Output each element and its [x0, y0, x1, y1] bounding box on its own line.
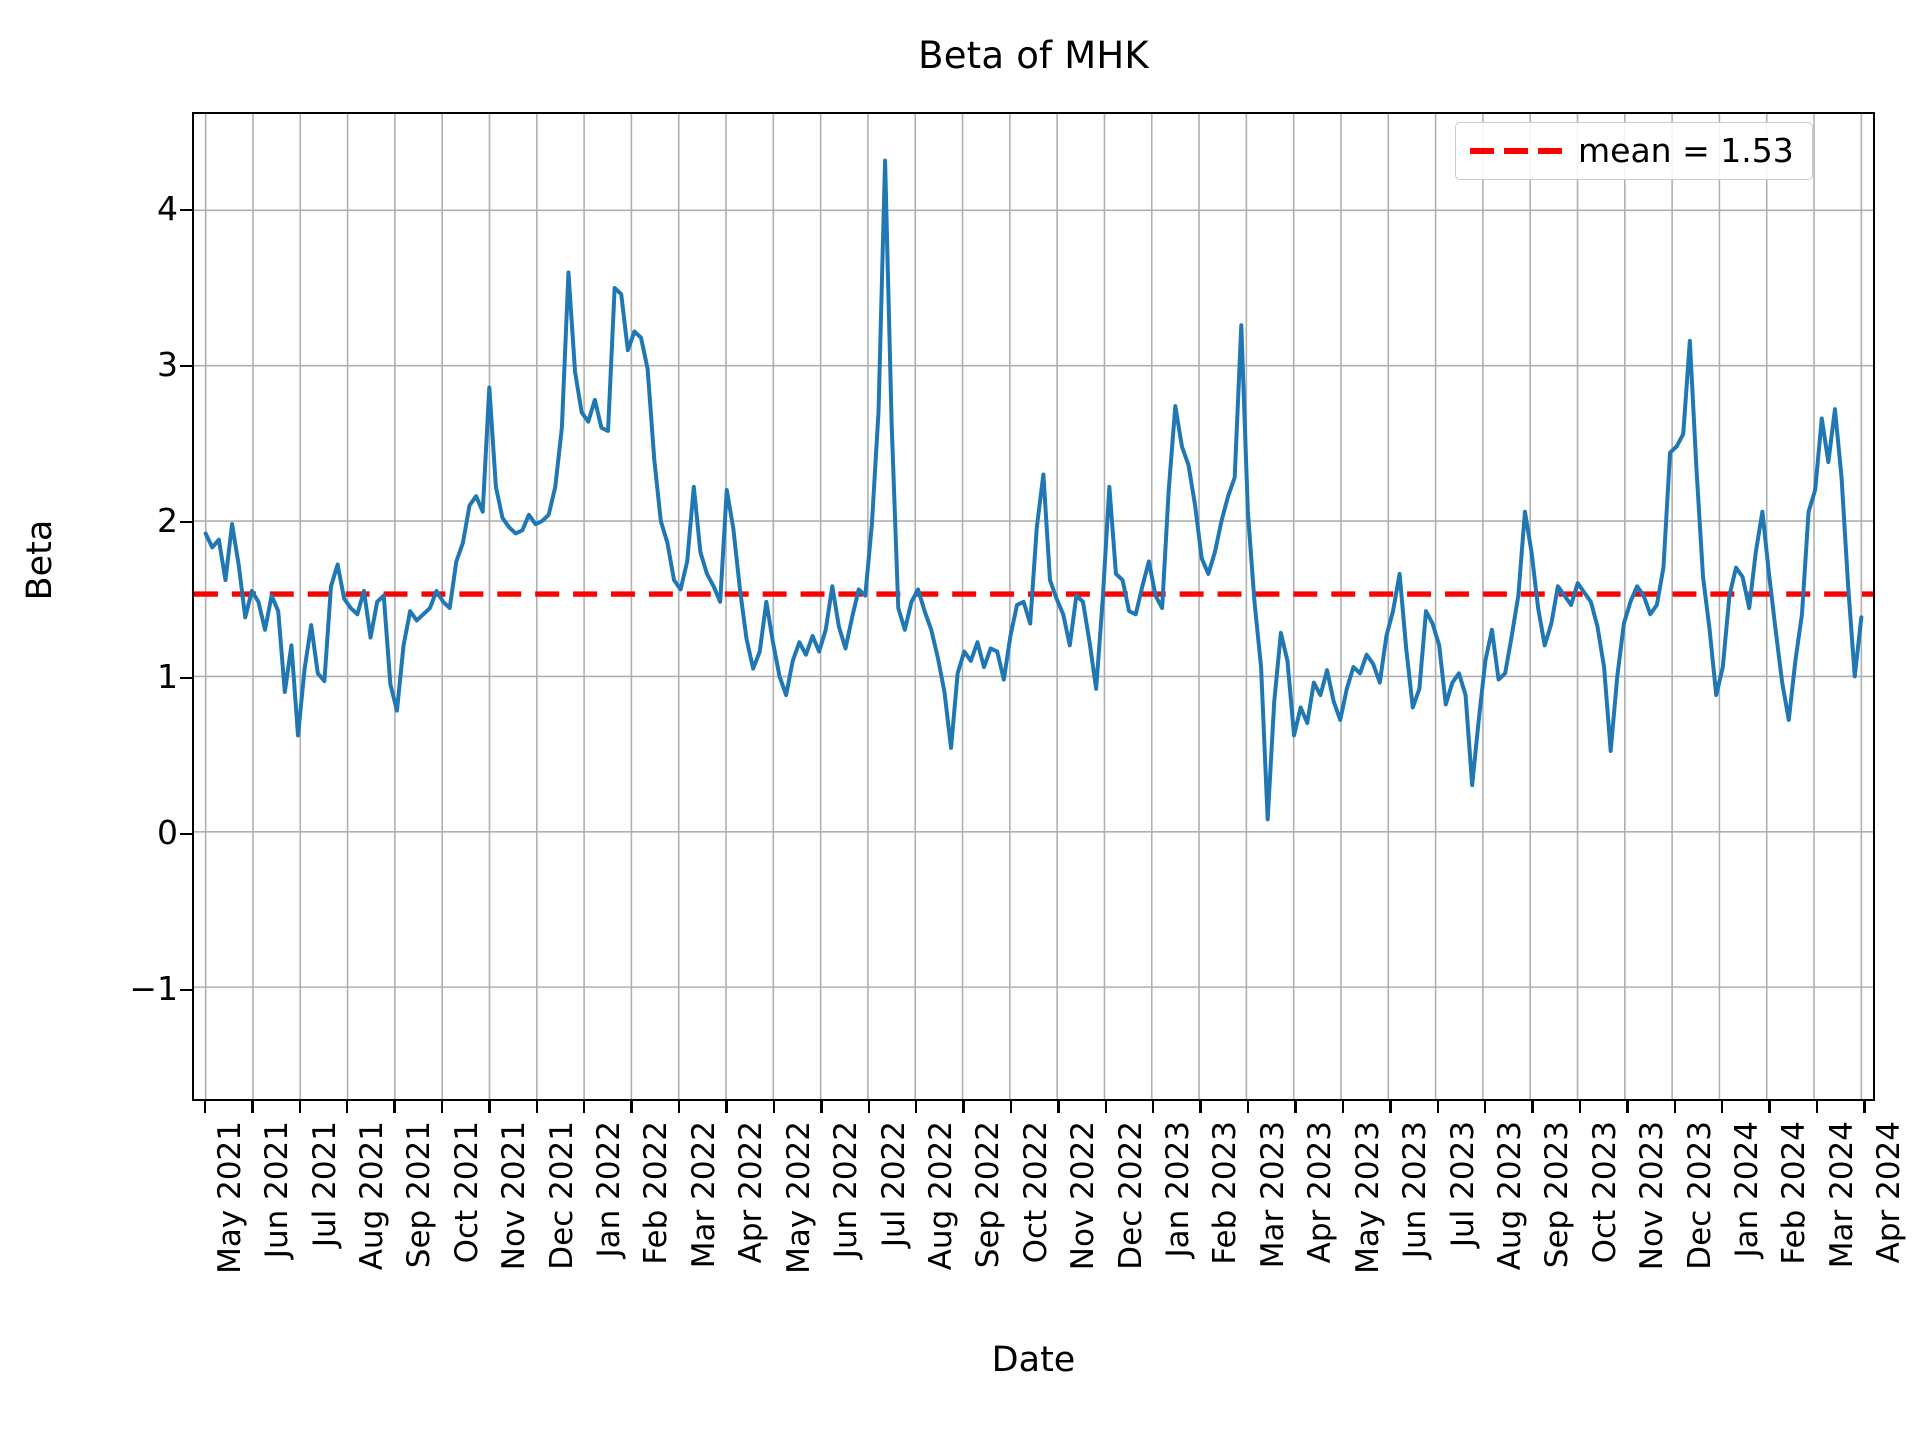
- y-tick-label: 0: [157, 812, 178, 852]
- plot-area: [192, 112, 1875, 1101]
- x-tick-mark: [1389, 1101, 1392, 1113]
- x-tick-mark: [1626, 1101, 1629, 1113]
- x-tick-label: Oct 2021: [448, 1121, 485, 1264]
- legend: mean = 1.53: [1455, 122, 1813, 180]
- x-tick-mark: [1768, 1101, 1771, 1113]
- x-tick-mark: [962, 1101, 965, 1113]
- x-tick-label: Aug 2023: [1491, 1121, 1528, 1271]
- x-tick-mark: [820, 1101, 823, 1113]
- x-tick-mark: [914, 1101, 918, 1113]
- x-tick-label: Nov 2023: [1634, 1121, 1671, 1271]
- x-axis-tick-labels: May 2021 Jun 2021 Jul 2021 Aug 2021 Sep 2021…: [192, 1121, 1908, 1331]
- x-tick-label: Sep 2021: [401, 1121, 438, 1269]
- x-tick-label: Jun 2021: [259, 1121, 296, 1259]
- x-tick-label: Jul 2021: [306, 1121, 343, 1248]
- x-tick-mark: [1721, 1101, 1724, 1113]
- x-tick-mark: [1341, 1101, 1345, 1113]
- x-tick-label: Dec 2023: [1681, 1121, 1718, 1270]
- x-tick-mark: [345, 1101, 349, 1113]
- x-tick-mark: [1578, 1101, 1582, 1113]
- x-tick-mark: [1294, 1101, 1297, 1113]
- x-tick-label: Apr 2022: [733, 1121, 770, 1264]
- x-tick-label: Jan 2023: [1160, 1121, 1197, 1258]
- x-tick-mark: [488, 1101, 491, 1113]
- y-tick-label: 1: [157, 656, 178, 696]
- y-tick-label: 2: [157, 500, 178, 540]
- x-tick-mark: [1815, 1101, 1819, 1113]
- x-tick-label: Jan 2022: [591, 1121, 628, 1258]
- x-tick-mark: [440, 1101, 444, 1113]
- x-tick-mark: [630, 1101, 633, 1113]
- x-tick-mark: [1057, 1101, 1060, 1113]
- x-axis-label: Date: [991, 1340, 1076, 1380]
- x-tick-mark: [251, 1101, 254, 1113]
- y-tick-mark: [180, 832, 192, 836]
- x-tick-label: May 2023: [1349, 1121, 1386, 1274]
- x-tick-label: Jul 2023: [1444, 1121, 1481, 1248]
- x-tick-label: Dec 2022: [1112, 1121, 1149, 1270]
- y-tick-label: 3: [157, 344, 178, 384]
- legend-item-label: mean = 1.53: [1578, 131, 1794, 170]
- x-tick-label: Apr 2023: [1302, 1121, 1339, 1264]
- x-tick-mark: [1436, 1101, 1439, 1113]
- x-tick-mark: [1009, 1101, 1013, 1113]
- x-tick-mark: [772, 1101, 776, 1113]
- x-tick-label: Oct 2023: [1586, 1121, 1623, 1264]
- x-axis-tick-marks: [192, 1101, 1875, 1115]
- x-tick-mark: [298, 1101, 301, 1113]
- x-tick-mark: [1863, 1101, 1866, 1113]
- x-tick-label: May 2021: [211, 1121, 248, 1274]
- y-tick-label: −1: [129, 968, 178, 1008]
- x-tick-label: Feb 2022: [638, 1121, 675, 1265]
- x-tick-label: Oct 2022: [1017, 1121, 1054, 1264]
- x-tick-label: Aug 2021: [353, 1121, 390, 1271]
- x-tick-label: May 2022: [780, 1121, 817, 1274]
- x-tick-mark: [725, 1101, 728, 1113]
- x-tick-label: Jan 2024: [1729, 1121, 1766, 1258]
- x-tick-mark: [1152, 1101, 1155, 1113]
- x-tick-mark: [203, 1101, 207, 1113]
- x-tick-label: Jun 2022: [828, 1121, 865, 1259]
- x-tick-label: Sep 2022: [970, 1121, 1007, 1269]
- x-tick-label: Jul 2022: [875, 1121, 912, 1248]
- x-tick-label: Nov 2022: [1065, 1121, 1102, 1271]
- x-tick-label: Aug 2022: [922, 1121, 959, 1271]
- x-tick-label: Nov 2021: [496, 1121, 533, 1271]
- x-tick-mark: [1673, 1101, 1677, 1113]
- page-title: Beta of MHK: [918, 34, 1149, 77]
- x-tick-mark: [1104, 1101, 1108, 1113]
- plot-svg: [194, 114, 1873, 1099]
- x-tick-label: Mar 2022: [685, 1121, 722, 1269]
- x-tick-mark: [677, 1101, 681, 1113]
- x-tick-mark: [1246, 1101, 1250, 1113]
- x-tick-mark: [867, 1101, 870, 1113]
- beta-series-line: [203, 158, 1864, 822]
- y-tick-label: 4: [157, 188, 178, 228]
- y-axis-tick-marks: [0, 112, 192, 1101]
- x-tick-label: Sep 2023: [1539, 1121, 1576, 1269]
- x-tick-mark: [1531, 1101, 1534, 1113]
- x-tick-mark: [535, 1101, 538, 1113]
- x-tick-label: Apr 2024: [1871, 1121, 1908, 1264]
- y-tick-mark: [180, 520, 192, 524]
- x-tick-label: Mar 2023: [1254, 1121, 1291, 1269]
- y-tick-mark: [180, 988, 192, 992]
- y-tick-mark: [180, 208, 192, 212]
- x-tick-mark: [393, 1101, 396, 1113]
- x-tick-label: Mar 2024: [1823, 1121, 1860, 1269]
- grid-lines: [194, 114, 1873, 1099]
- x-tick-label: Dec 2021: [543, 1121, 580, 1270]
- x-tick-mark: [1199, 1101, 1202, 1113]
- y-axis-tick-labels: −1 0 1 2 3 4: [88, 112, 178, 1101]
- x-tick-label: Jun 2023: [1397, 1121, 1434, 1259]
- x-tick-label: Feb 2024: [1776, 1121, 1813, 1265]
- mean-line-swatch-icon: [1470, 148, 1562, 154]
- y-tick-mark: [180, 676, 192, 680]
- x-tick-mark: [1483, 1101, 1487, 1113]
- x-tick-label: Feb 2023: [1207, 1121, 1244, 1265]
- y-tick-mark: [180, 364, 192, 368]
- x-tick-mark: [583, 1101, 586, 1113]
